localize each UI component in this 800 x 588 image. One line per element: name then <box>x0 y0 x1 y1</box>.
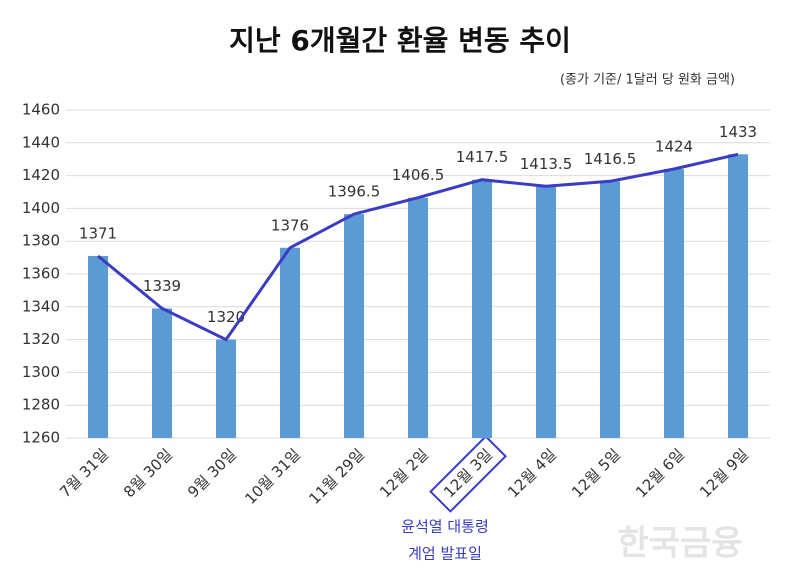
bar <box>88 255 108 438</box>
data-label: 1339 <box>143 277 181 295</box>
annotation: 윤석열 대통령 <box>401 518 489 536</box>
data-label: 1433 <box>719 123 757 141</box>
bar <box>728 154 748 438</box>
data-label: 1424 <box>655 138 693 156</box>
y-tick-label: 1300 <box>22 363 60 381</box>
y-tick-label: 1380 <box>22 232 60 250</box>
x-tick-label: 12월 2일 <box>376 445 432 501</box>
y-tick-label: 1280 <box>22 396 60 414</box>
x-tick-label: 12월 5일 <box>568 445 624 501</box>
x-tick-label: 7월 31일 <box>56 445 112 501</box>
y-tick-label: 1460 <box>22 101 60 119</box>
y-tick-label: 1360 <box>22 265 60 283</box>
watermark: 한국금융 <box>617 524 742 564</box>
bar <box>408 197 428 438</box>
x-tick-label: 12월 4일 <box>504 445 560 501</box>
data-label: 1376 <box>271 216 309 234</box>
data-label: 1417.5 <box>456 148 509 166</box>
x-tick-label: 8월 30일 <box>120 445 176 501</box>
data-label: 1416.5 <box>584 150 637 168</box>
bar <box>536 186 556 438</box>
y-tick-label: 1320 <box>22 330 60 348</box>
bar <box>472 179 492 438</box>
bar <box>600 181 620 438</box>
y-tick-label: 1340 <box>22 297 60 315</box>
data-label: 1396.5 <box>328 183 381 201</box>
y-tick-label: 1420 <box>22 166 60 184</box>
data-label: 1413.5 <box>520 155 573 173</box>
x-tick-label: 11월 29일 <box>305 445 368 508</box>
bar <box>152 308 172 438</box>
annotation: 계엄 발표일 <box>408 545 482 563</box>
bar <box>664 169 684 439</box>
data-label: 1406.5 <box>392 166 445 184</box>
x-tick-label: 9월 30일 <box>184 445 240 501</box>
x-tick-label: 10월 31일 <box>241 445 304 508</box>
data-label: 1320 <box>207 308 245 326</box>
chart-subtitle: (종가 기준/ 1달러 당 원화 금액) <box>560 73 735 88</box>
highlight-box <box>429 435 507 513</box>
chart-title: 지난 6개월간 환율 변동 추이 <box>229 24 571 57</box>
y-tick-label: 1400 <box>22 199 60 217</box>
x-tick-label: 12월 9일 <box>696 445 752 501</box>
bar <box>216 339 236 438</box>
y-tick-label: 1260 <box>22 429 60 447</box>
bar <box>280 247 300 438</box>
y-tick-label: 1440 <box>22 133 60 151</box>
bar <box>344 214 364 438</box>
line <box>97 152 739 342</box>
data-label: 1371 <box>79 224 117 242</box>
x-tick-label: 12월 6일 <box>632 445 688 501</box>
